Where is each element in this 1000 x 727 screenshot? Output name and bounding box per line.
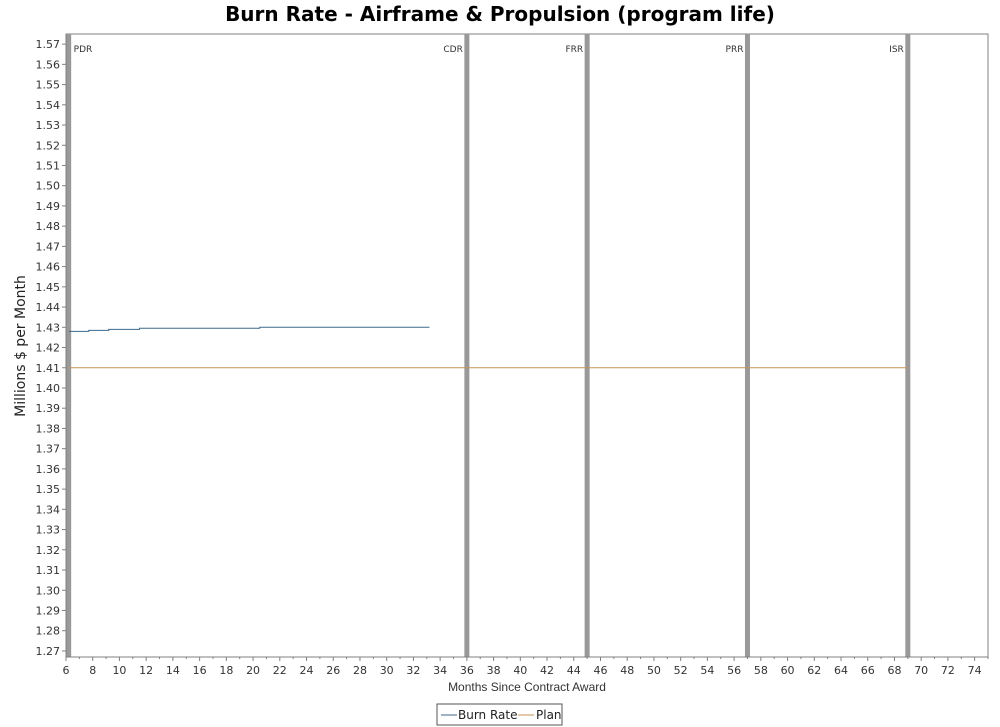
y-tick-label: 1.41 <box>36 362 61 375</box>
chart-title: Burn Rate - Airframe & Propulsion (progr… <box>225 2 775 26</box>
y-tick-label: 1.35 <box>36 483 61 496</box>
y-axis-label: Millions $ per Month <box>13 275 29 417</box>
y-tick-label: 1.30 <box>36 584 61 597</box>
y-tick-label: 1.56 <box>36 58 61 71</box>
x-tick-label: 54 <box>700 664 714 677</box>
x-tick-label: 72 <box>941 664 955 677</box>
y-tick-label: 1.54 <box>36 99 61 112</box>
series-lines <box>68 326 908 369</box>
milestone-label-isr: ISR <box>889 45 904 55</box>
y-tick-label: 1.34 <box>36 503 61 516</box>
x-tick-label: 22 <box>273 664 287 677</box>
milestone-label-cdr: CDR <box>443 45 462 55</box>
x-axis: 6 8 10 12 14 16 18 20 22 24 26 28 30 32 34 36 38 40 42 44 46… <box>63 656 989 677</box>
x-tick-label: 34 <box>433 664 447 677</box>
x-tick-label: 24 <box>300 664 314 677</box>
y-tick-label: 1.36 <box>36 463 61 476</box>
legend-label-burn-rate: Burn Rate <box>458 708 518 722</box>
y-tick-label: 1.32 <box>36 544 61 557</box>
series-line-burn-rate <box>68 326 430 332</box>
y-tick-label: 1.55 <box>36 79 61 92</box>
y-tick-label: 1.49 <box>36 200 61 213</box>
x-tick-label: 12 <box>139 664 153 677</box>
milestone-label-pdr: PDR <box>74 45 93 55</box>
x-tick-label: 50 <box>647 664 661 677</box>
y-tick-label: 1.31 <box>36 564 61 577</box>
x-axis-label: Months Since Contract Award <box>448 680 606 694</box>
x-tick-label: 46 <box>593 664 607 677</box>
x-tick-label: 48 <box>620 664 634 677</box>
x-tick-label: 32 <box>406 664 420 677</box>
x-tick-label: 68 <box>887 664 901 677</box>
y-tick-label: 1.53 <box>36 119 61 132</box>
y-tick-label: 1.52 <box>36 139 61 152</box>
y-tick-label: 1.29 <box>36 604 61 617</box>
y-tick-label: 1.44 <box>36 301 61 314</box>
milestone-lines: PDR CDR FRR PRR ISR <box>66 34 911 657</box>
x-tick-label: 64 <box>834 664 848 677</box>
y-tick-label: 1.38 <box>36 422 61 435</box>
milestone-label-frr: FRR <box>565 45 583 55</box>
x-tick-label: 74 <box>968 664 982 677</box>
x-tick-label: 56 <box>727 664 741 677</box>
x-tick-label: 6 <box>63 664 70 677</box>
legend-box <box>436 703 563 726</box>
x-tick-label: 26 <box>326 664 340 677</box>
x-tick-label: 8 <box>89 664 96 677</box>
y-tick-label: 1.33 <box>36 524 61 537</box>
y-tick-label: 1.47 <box>36 240 61 253</box>
y-tick-label: 1.48 <box>36 220 61 233</box>
y-tick-label: 1.46 <box>36 261 61 274</box>
y-tick-label: 1.43 <box>36 321 61 334</box>
milestone-label-prr: PRR <box>726 45 744 55</box>
y-tick-label: 1.51 <box>36 159 61 172</box>
y-tick-label: 1.27 <box>36 645 61 658</box>
y-tick-label: 1.57 <box>36 38 61 51</box>
y-axis: 1.27 1.28 1.29 1.30 1.31 1.32 1.33 1.34 1.35 1.36… <box>36 34 67 658</box>
x-tick-label: 52 <box>674 664 688 677</box>
x-tick-label: 10 <box>112 664 126 677</box>
x-tick-label: 44 <box>567 664 581 677</box>
legend: Burn Rate Plan <box>436 703 563 726</box>
x-tick-label: 66 <box>861 664 875 677</box>
x-tick-label: 60 <box>781 664 795 677</box>
x-tick-label: 38 <box>487 664 501 677</box>
y-tick-label: 1.45 <box>36 281 61 294</box>
plot-area <box>65 33 989 658</box>
x-tick-label: 18 <box>219 664 233 677</box>
x-tick-label: 28 <box>353 664 367 677</box>
legend-label-plan: Plan <box>536 708 562 722</box>
x-tick-label: 36 <box>460 664 474 677</box>
x-tick-label: 20 <box>246 664 260 677</box>
y-tick-label: 1.39 <box>36 402 61 415</box>
x-tick-label: 42 <box>540 664 554 677</box>
x-tick-label: 16 <box>193 664 207 677</box>
y-tick-label: 1.40 <box>36 382 61 395</box>
y-tick-label: 1.42 <box>36 342 61 355</box>
y-tick-label: 1.50 <box>36 180 61 193</box>
y-tick-label: 1.28 <box>36 625 61 638</box>
x-tick-label: 70 <box>914 664 928 677</box>
x-tick-label: 62 <box>807 664 821 677</box>
y-tick-label: 1.37 <box>36 443 61 456</box>
x-tick-label: 30 <box>380 664 394 677</box>
x-tick-label: 14 <box>166 664 180 677</box>
x-tick-label: 40 <box>513 664 527 677</box>
x-tick-label: 58 <box>754 664 768 677</box>
